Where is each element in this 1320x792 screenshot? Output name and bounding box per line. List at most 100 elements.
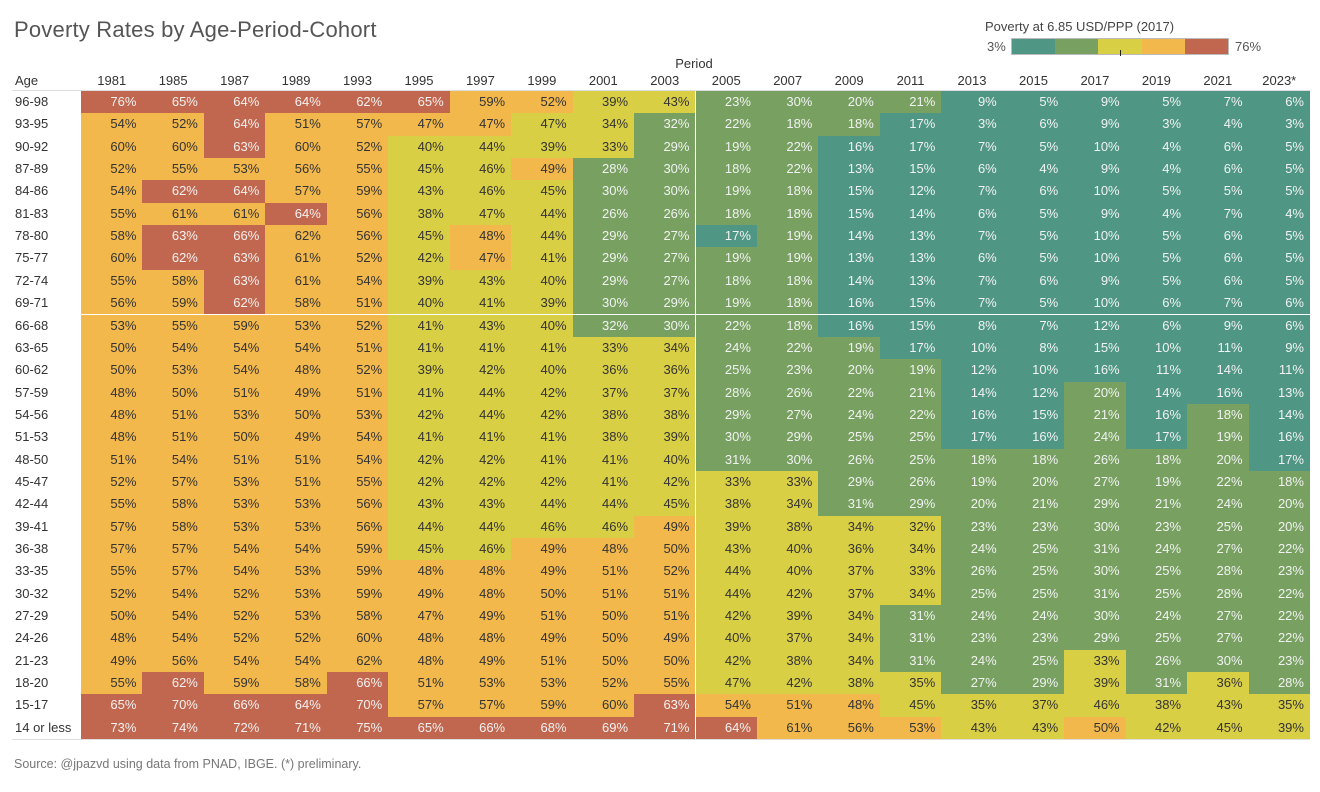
heatmap-cell[interactable]: 49% bbox=[511, 627, 573, 650]
heatmap-cell[interactable]: 40% bbox=[634, 448, 696, 471]
heatmap-cell[interactable]: 18% bbox=[1248, 470, 1310, 494]
heatmap-cell[interactable]: 29% bbox=[572, 247, 635, 270]
heatmap-cell[interactable]: 43% bbox=[449, 314, 512, 337]
heatmap-cell[interactable]: 37% bbox=[756, 627, 819, 650]
heatmap-cell[interactable]: 52% bbox=[81, 582, 143, 606]
heatmap-cell[interactable]: 14% bbox=[818, 225, 880, 248]
heatmap-cell[interactable]: 22% bbox=[1248, 538, 1310, 561]
heatmap-cell[interactable]: 65% bbox=[142, 91, 204, 114]
heatmap-cell[interactable]: 9% bbox=[1064, 113, 1126, 136]
heatmap-cell[interactable]: 58% bbox=[265, 672, 327, 695]
heatmap-cell[interactable]: 21% bbox=[1125, 493, 1188, 516]
heatmap-cell[interactable]: 18% bbox=[941, 448, 1003, 471]
heatmap-cell[interactable]: 7% bbox=[941, 180, 1003, 203]
heatmap-cell[interactable]: 56% bbox=[326, 225, 389, 248]
heatmap-cell[interactable]: 58% bbox=[142, 515, 204, 538]
heatmap-cell[interactable]: 57% bbox=[449, 694, 512, 717]
heatmap-cell[interactable]: 4% bbox=[1002, 158, 1065, 181]
heatmap-cell[interactable]: 50% bbox=[203, 426, 266, 449]
heatmap-cell[interactable]: 64% bbox=[695, 716, 757, 740]
heatmap-cell[interactable]: 39% bbox=[1248, 716, 1310, 740]
heatmap-cell[interactable]: 63% bbox=[142, 225, 204, 248]
heatmap-cell[interactable]: 16% bbox=[818, 292, 880, 315]
heatmap-cell[interactable]: 25% bbox=[1002, 649, 1065, 673]
heatmap-cell[interactable]: 60% bbox=[81, 135, 143, 159]
heatmap-cell[interactable]: 43% bbox=[388, 493, 450, 516]
heatmap-cell[interactable]: 42% bbox=[388, 448, 450, 471]
heatmap-cell[interactable]: 14% bbox=[879, 202, 942, 226]
heatmap-cell[interactable]: 29% bbox=[1064, 627, 1126, 650]
heatmap-cell[interactable]: 66% bbox=[449, 716, 512, 740]
heatmap-cell[interactable]: 59% bbox=[511, 694, 573, 717]
heatmap-cell[interactable]: 26% bbox=[879, 470, 942, 494]
heatmap-cell[interactable]: 18% bbox=[756, 292, 819, 315]
heatmap-cell[interactable]: 64% bbox=[265, 694, 327, 717]
heatmap-cell[interactable]: 56% bbox=[818, 716, 880, 740]
heatmap-cell[interactable]: 45% bbox=[511, 180, 573, 203]
heatmap-cell[interactable]: 29% bbox=[1002, 672, 1065, 695]
heatmap-cell[interactable]: 22% bbox=[879, 403, 942, 427]
heatmap-cell[interactable]: 19% bbox=[818, 336, 880, 360]
heatmap-cell[interactable]: 25% bbox=[879, 426, 942, 449]
heatmap-cell[interactable]: 55% bbox=[326, 470, 389, 494]
heatmap-cell[interactable]: 54% bbox=[81, 180, 143, 203]
heatmap-cell[interactable]: 27% bbox=[634, 225, 696, 248]
heatmap-cell[interactable]: 59% bbox=[326, 180, 389, 203]
heatmap-cell[interactable]: 35% bbox=[941, 694, 1003, 717]
heatmap-cell[interactable]: 51% bbox=[756, 694, 819, 717]
heatmap-cell[interactable]: 6% bbox=[1187, 269, 1249, 293]
heatmap-cell[interactable]: 14% bbox=[1248, 403, 1310, 427]
heatmap-cell[interactable]: 47% bbox=[388, 605, 450, 628]
heatmap-cell[interactable]: 52% bbox=[326, 314, 389, 337]
heatmap-cell[interactable]: 39% bbox=[388, 359, 450, 382]
heatmap-cell[interactable]: 34% bbox=[818, 649, 880, 673]
heatmap-cell[interactable]: 34% bbox=[818, 627, 880, 650]
heatmap-cell[interactable]: 5% bbox=[1248, 225, 1310, 248]
heatmap-cell[interactable]: 6% bbox=[1248, 292, 1310, 315]
heatmap-cell[interactable]: 54% bbox=[326, 426, 389, 449]
heatmap-cell[interactable]: 48% bbox=[449, 560, 512, 583]
heatmap-cell[interactable]: 23% bbox=[941, 515, 1003, 538]
heatmap-cell[interactable]: 44% bbox=[572, 493, 635, 516]
heatmap-cell[interactable]: 52% bbox=[81, 158, 143, 181]
heatmap-cell[interactable]: 22% bbox=[1187, 470, 1249, 494]
heatmap-cell[interactable]: 42% bbox=[511, 403, 573, 427]
heatmap-cell[interactable]: 16% bbox=[1125, 403, 1188, 427]
heatmap-cell[interactable]: 19% bbox=[1125, 470, 1188, 494]
heatmap-cell[interactable]: 49% bbox=[449, 649, 512, 673]
heatmap-cell[interactable]: 68% bbox=[511, 716, 573, 740]
heatmap-cell[interactable]: 45% bbox=[388, 158, 450, 181]
heatmap-cell[interactable]: 30% bbox=[1064, 605, 1126, 628]
heatmap-cell[interactable]: 27% bbox=[1187, 627, 1249, 650]
heatmap-cell[interactable]: 30% bbox=[756, 448, 819, 471]
heatmap-cell[interactable]: 65% bbox=[81, 694, 143, 717]
heatmap-cell[interactable]: 20% bbox=[1002, 470, 1065, 494]
heatmap-cell[interactable]: 58% bbox=[142, 493, 204, 516]
heatmap-cell[interactable]: 40% bbox=[388, 292, 450, 315]
heatmap-cell[interactable]: 20% bbox=[818, 359, 880, 382]
heatmap-cell[interactable]: 10% bbox=[941, 336, 1003, 360]
heatmap-cell[interactable]: 15% bbox=[879, 158, 942, 181]
heatmap-cell[interactable]: 44% bbox=[511, 225, 573, 248]
heatmap-cell[interactable]: 24% bbox=[1125, 605, 1188, 628]
heatmap-cell[interactable]: 30% bbox=[634, 314, 696, 337]
heatmap-cell[interactable]: 31% bbox=[1064, 582, 1126, 606]
heatmap-cell[interactable]: 56% bbox=[326, 202, 389, 226]
heatmap-cell[interactable]: 46% bbox=[449, 538, 512, 561]
heatmap-cell[interactable]: 44% bbox=[695, 582, 757, 606]
heatmap-cell[interactable]: 4% bbox=[1187, 113, 1249, 136]
heatmap-cell[interactable]: 7% bbox=[941, 292, 1003, 315]
heatmap-cell[interactable]: 19% bbox=[695, 180, 757, 203]
heatmap-cell[interactable]: 48% bbox=[388, 627, 450, 650]
heatmap-cell[interactable]: 5% bbox=[1125, 269, 1188, 293]
heatmap-cell[interactable]: 23% bbox=[941, 627, 1003, 650]
heatmap-cell[interactable]: 70% bbox=[142, 694, 204, 717]
heatmap-cell[interactable]: 22% bbox=[818, 381, 880, 404]
heatmap-cell[interactable]: 10% bbox=[1002, 359, 1065, 382]
heatmap-cell[interactable]: 40% bbox=[756, 560, 819, 583]
heatmap-cell[interactable]: 55% bbox=[142, 158, 204, 181]
heatmap-cell[interactable]: 29% bbox=[756, 426, 819, 449]
heatmap-cell[interactable]: 44% bbox=[511, 493, 573, 516]
heatmap-cell[interactable]: 61% bbox=[265, 269, 327, 293]
heatmap-cell[interactable]: 45% bbox=[879, 694, 942, 717]
